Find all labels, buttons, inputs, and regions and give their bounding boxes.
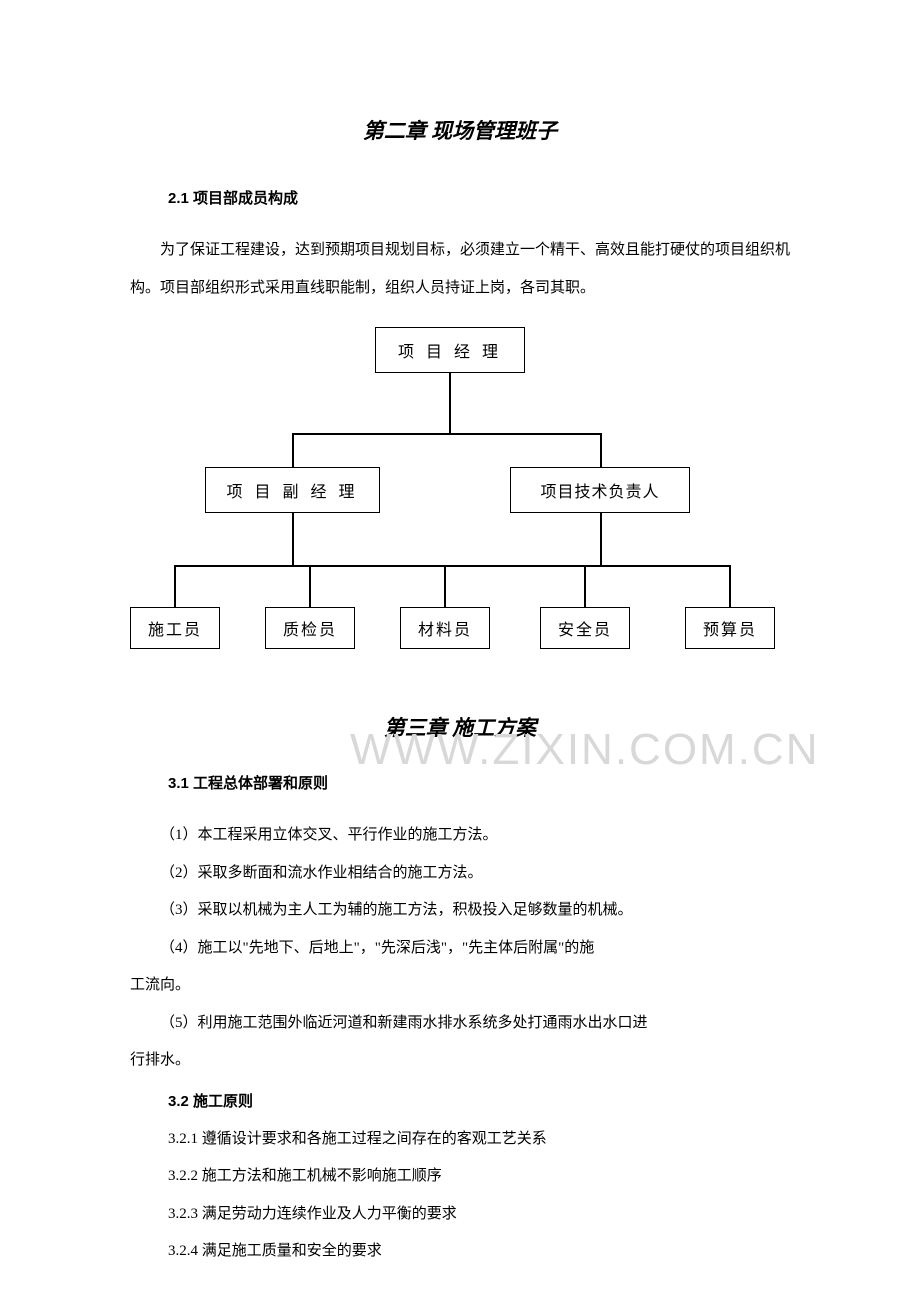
item-3-1-3: （3）采取以机械为主人工为辅的施工方法，积极投入足够数量的机械。 <box>130 892 790 930</box>
item-3-1-4-line1: （4）施工以"先地下、后地上"，"先深后浅"，"先主体后附属"的施 <box>130 930 790 968</box>
item-3-1-4-line2: 工流向。 <box>130 967 790 1005</box>
item-3-2-3: 3.2.3 满足劳动力连续作业及人力平衡的要求 <box>130 1196 790 1234</box>
org-chart: 项 目 经 理 项 目 副 经 理 项目技术负责人 施工员 质检员 材料员 安全… <box>130 327 790 677</box>
org-node-vp: 项 目 副 经 理 <box>205 467 380 513</box>
section-3-1-heading: 3.1 工程总体部署和原则 <box>130 772 790 793</box>
item-3-1-1: （1）本工程采用立体交叉、平行作业的施工方法。 <box>130 817 790 855</box>
chapter-2-title: 第二章 现场管理班子 <box>130 115 790 145</box>
section-3-2-heading: 3.2 施工原则 <box>130 1090 790 1111</box>
section-2-1-paragraph: 为了保证工程建设，达到预期项目规划目标，必须建立一个精干、高效且能打硬仗的项目组… <box>130 232 790 307</box>
org-node-root: 项 目 经 理 <box>375 327 525 373</box>
org-node-b2: 质检员 <box>265 607 355 649</box>
org-node-b5: 预算员 <box>685 607 775 649</box>
chapter-3-title: 第三章 施工方案 <box>130 712 790 742</box>
item-3-1-2: （2）采取多断面和流水作业相结合的施工方法。 <box>130 855 790 893</box>
org-node-b4: 安全员 <box>540 607 630 649</box>
item-3-2-4: 3.2.4 满足施工质量和安全的要求 <box>130 1233 790 1271</box>
item-3-1-5-line1: （5）利用施工范围外临近河道和新建雨水排水系统多处打通雨水出水口进 <box>130 1005 790 1043</box>
item-3-2-1: 3.2.1 遵循设计要求和各施工过程之间存在的客观工艺关系 <box>130 1121 790 1159</box>
org-node-b3: 材料员 <box>400 607 490 649</box>
item-3-1-5-line2: 行排水。 <box>130 1042 790 1080</box>
org-node-b1: 施工员 <box>130 607 220 649</box>
org-node-tech: 项目技术负责人 <box>510 467 690 513</box>
item-3-2-2: 3.2.2 施工方法和施工机械不影响施工顺序 <box>130 1158 790 1196</box>
section-2-1-heading: 2.1 项目部成员构成 <box>130 187 790 208</box>
